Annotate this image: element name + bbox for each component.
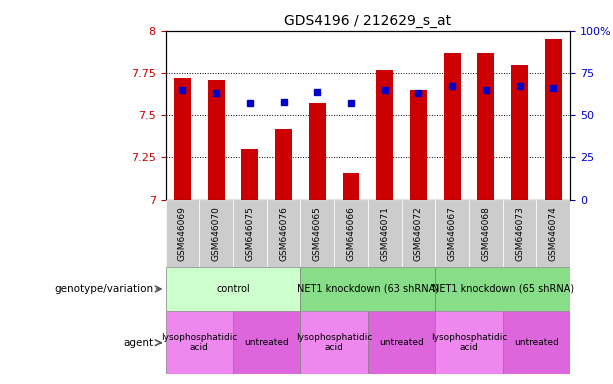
Text: GSM646072: GSM646072: [414, 206, 423, 261]
Bar: [376, 70, 393, 200]
Bar: [242, 149, 258, 200]
Bar: [166, 267, 300, 311]
Bar: [174, 78, 191, 200]
Bar: [478, 53, 494, 200]
Bar: [545, 39, 562, 200]
Text: GSM646065: GSM646065: [313, 206, 322, 261]
Bar: [503, 311, 570, 374]
Bar: [444, 53, 460, 200]
Bar: [368, 200, 402, 267]
Bar: [300, 267, 435, 311]
Bar: [503, 200, 536, 267]
Bar: [166, 200, 199, 267]
Text: GSM646067: GSM646067: [447, 206, 457, 261]
Text: untreated: untreated: [514, 338, 559, 347]
Text: GSM646074: GSM646074: [549, 206, 558, 261]
Bar: [410, 90, 427, 200]
Bar: [511, 65, 528, 200]
Text: agent: agent: [123, 338, 153, 348]
Bar: [435, 311, 503, 374]
Text: GSM646071: GSM646071: [380, 206, 389, 261]
Bar: [166, 311, 233, 374]
Text: lysophosphatidic
acid: lysophosphatidic acid: [431, 333, 507, 353]
Title: GDS4196 / 212629_s_at: GDS4196 / 212629_s_at: [284, 14, 451, 28]
Text: GSM646076: GSM646076: [279, 206, 288, 261]
Bar: [435, 267, 570, 311]
Text: NET1 knockdown (63 shRNA): NET1 knockdown (63 shRNA): [297, 284, 439, 294]
Bar: [368, 311, 435, 374]
Text: genotype/variation: genotype/variation: [54, 284, 153, 294]
Bar: [435, 200, 469, 267]
Bar: [536, 200, 570, 267]
Text: lysophosphatidic
acid: lysophosphatidic acid: [296, 333, 372, 353]
Bar: [309, 103, 326, 200]
Bar: [208, 80, 224, 200]
Bar: [233, 311, 300, 374]
Text: NET1 knockdown (65 shRNA): NET1 knockdown (65 shRNA): [432, 284, 574, 294]
Bar: [469, 200, 503, 267]
Text: lysophosphatidic
acid: lysophosphatidic acid: [161, 333, 237, 353]
Text: GSM646066: GSM646066: [346, 206, 356, 261]
Bar: [300, 200, 334, 267]
Text: untreated: untreated: [379, 338, 424, 347]
Bar: [199, 200, 233, 267]
Bar: [233, 200, 267, 267]
Bar: [402, 200, 435, 267]
Text: GSM646075: GSM646075: [245, 206, 254, 261]
Bar: [267, 200, 300, 267]
Text: GSM646069: GSM646069: [178, 206, 187, 261]
Text: GSM646073: GSM646073: [515, 206, 524, 261]
Text: control: control: [216, 284, 250, 294]
Bar: [343, 173, 359, 200]
Text: untreated: untreated: [244, 338, 289, 347]
Bar: [334, 200, 368, 267]
Bar: [275, 129, 292, 200]
Bar: [300, 311, 368, 374]
Text: GSM646070: GSM646070: [211, 206, 221, 261]
Text: GSM646068: GSM646068: [481, 206, 490, 261]
